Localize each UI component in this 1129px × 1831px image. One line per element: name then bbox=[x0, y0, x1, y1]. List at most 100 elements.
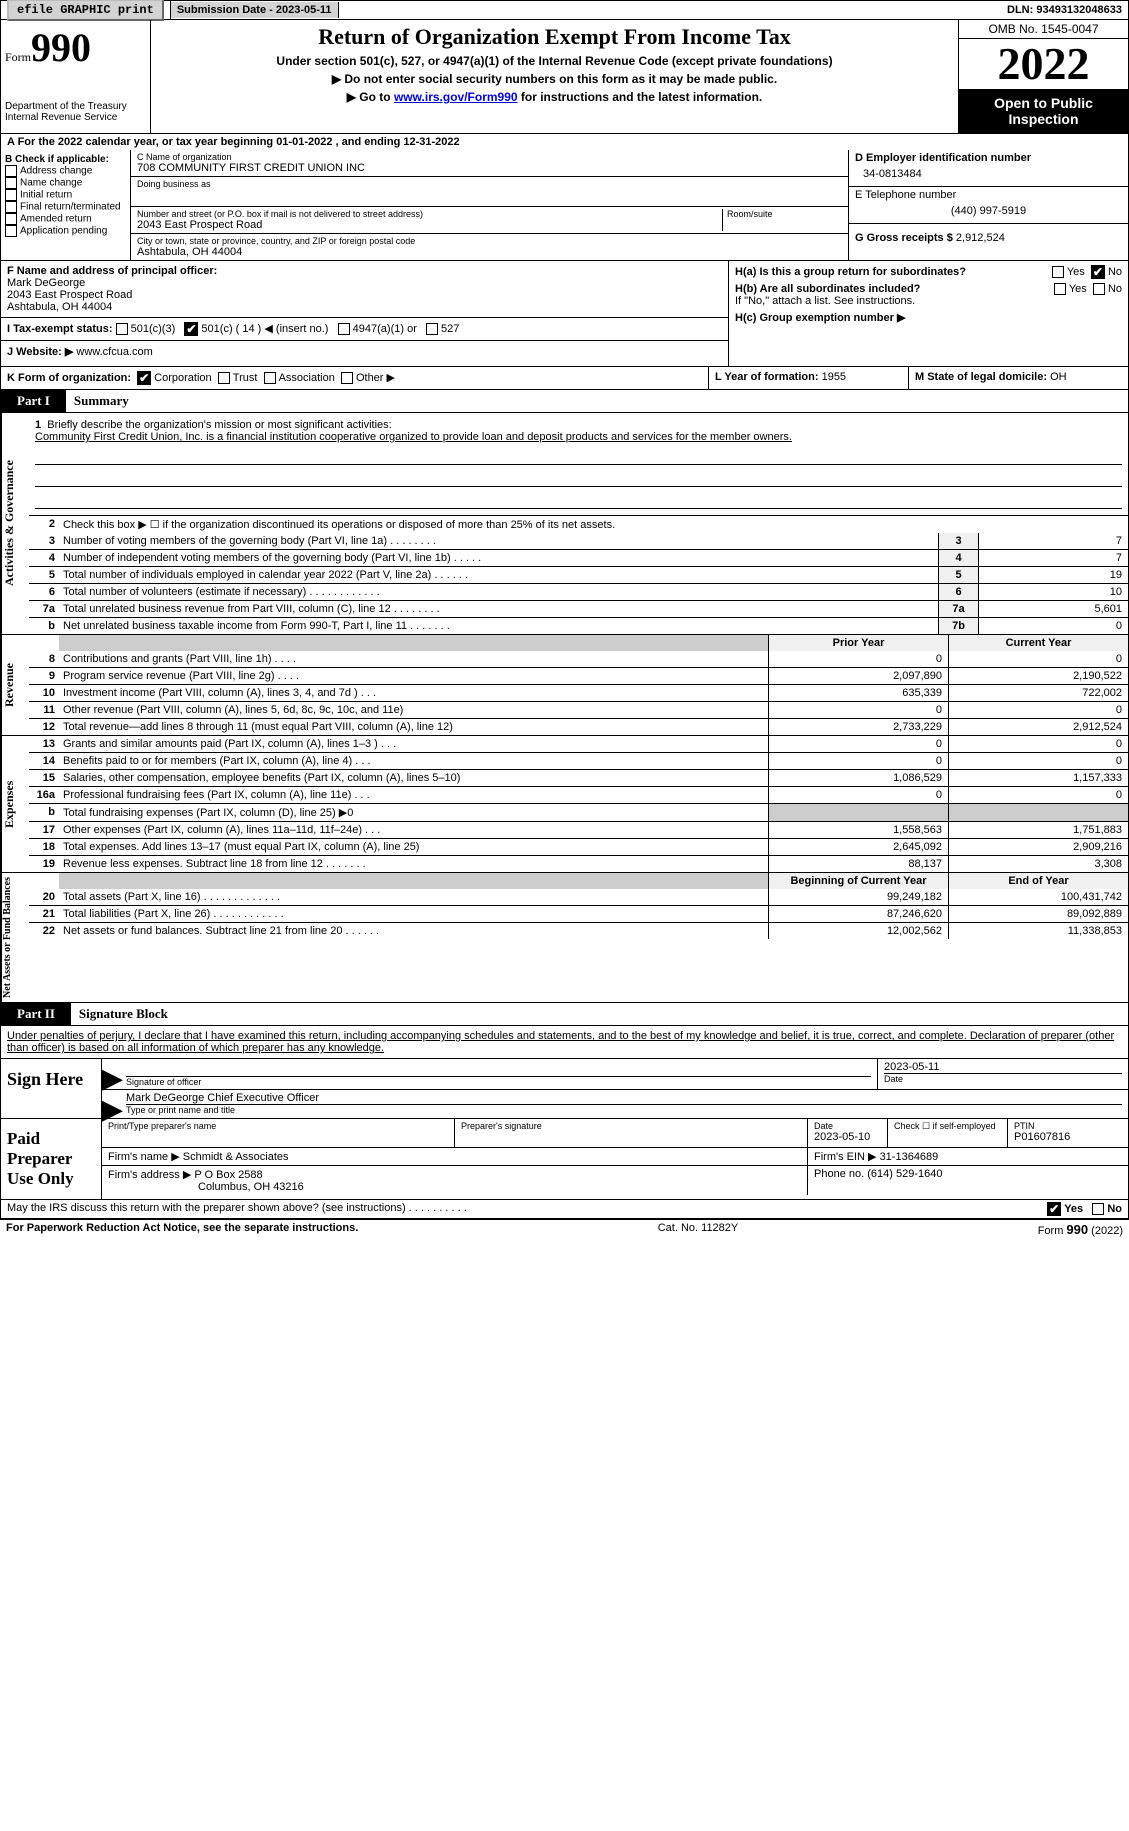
city-label: City or town, state or province, country… bbox=[137, 236, 842, 246]
summary-governance: Activities & Governance 1 Briefly descri… bbox=[0, 413, 1129, 635]
sig-type-label: Type or print name and title bbox=[126, 1105, 1122, 1115]
summary-row: 9Program service revenue (Part VIII, lin… bbox=[29, 667, 1128, 684]
summary-row: 3Number of voting members of the governi… bbox=[29, 533, 1128, 549]
sig-officer-label: Signature of officer bbox=[126, 1077, 871, 1087]
name-label: C Name of organization bbox=[137, 152, 842, 162]
f-addr1: 2043 East Prospect Road bbox=[7, 289, 722, 301]
sign-here-label: Sign Here bbox=[1, 1059, 101, 1118]
summary-row: 7aTotal unrelated business revenue from … bbox=[29, 600, 1128, 617]
city: Ashtabula, OH 44004 bbox=[137, 246, 842, 258]
vert-revenue: Revenue bbox=[1, 635, 29, 735]
efile-button[interactable]: efile GRAPHIC print bbox=[7, 0, 164, 21]
check-4947[interactable] bbox=[338, 323, 350, 335]
vert-expenses: Expenses bbox=[1, 736, 29, 872]
section-fj: F Name and address of principal officer:… bbox=[0, 261, 1129, 367]
irs-link[interactable]: www.irs.gov/Form990 bbox=[394, 90, 518, 104]
hb-no[interactable] bbox=[1093, 283, 1105, 295]
dept-treasury: Department of the Treasury bbox=[5, 101, 146, 112]
may-no[interactable] bbox=[1092, 1203, 1104, 1215]
summary-row: 12Total revenue—add lines 8 through 11 (… bbox=[29, 718, 1128, 735]
k-assoc[interactable] bbox=[264, 372, 276, 384]
ptin: P01607816 bbox=[1014, 1131, 1122, 1143]
vert-netassets: Net Assets or Fund Balances bbox=[1, 873, 29, 1002]
firm-ein: 31-1364689 bbox=[880, 1151, 939, 1163]
part1-header: Part I Summary bbox=[0, 390, 1129, 413]
form-header: Form990 Department of the Treasury Inter… bbox=[0, 20, 1129, 134]
firm-addr-label: Firm's address ▶ bbox=[108, 1169, 191, 1181]
line1-text: Briefly describe the organization's miss… bbox=[47, 419, 391, 431]
tax-year: 2022 bbox=[959, 39, 1128, 89]
sign-here-block: Sign Here ▶ Signature of officer 2023-05… bbox=[0, 1059, 1129, 1119]
summary-row: 17Other expenses (Part IX, column (A), l… bbox=[29, 821, 1128, 838]
firm-addr1: P O Box 2588 bbox=[194, 1169, 262, 1181]
i-label: I Tax-exempt status: bbox=[7, 323, 113, 335]
prep-date-label: Date bbox=[814, 1121, 881, 1131]
col-b-title: B Check if applicable: bbox=[5, 154, 126, 165]
k-other[interactable] bbox=[341, 372, 353, 384]
check-item[interactable]: Name change bbox=[5, 177, 126, 189]
check-527[interactable] bbox=[426, 323, 438, 335]
summary-row: 14Benefits paid to or for members (Part … bbox=[29, 752, 1128, 769]
form-number: 990 bbox=[31, 25, 91, 70]
m-label: M State of legal domicile: bbox=[915, 371, 1047, 383]
ein-label: D Employer identification number bbox=[855, 152, 1122, 164]
check-item[interactable]: Address change bbox=[5, 165, 126, 177]
line1-num: 1 bbox=[35, 419, 41, 431]
k-corp[interactable]: ✔ bbox=[137, 371, 151, 385]
irs-label: Internal Revenue Service bbox=[5, 112, 146, 123]
summary-row: 13Grants and similar amounts paid (Part … bbox=[29, 736, 1128, 752]
summary-row: bNet unrelated business taxable income f… bbox=[29, 617, 1128, 634]
k-trust[interactable] bbox=[218, 372, 230, 384]
check-item[interactable]: Application pending bbox=[5, 225, 126, 237]
hb-yes[interactable] bbox=[1054, 283, 1066, 295]
phone-label: E Telephone number bbox=[855, 189, 1122, 201]
summary-row: 21Total liabilities (Part X, line 26) . … bbox=[29, 905, 1128, 922]
summary-revenue: Revenue Prior Year Current Year 8Contrib… bbox=[0, 635, 1129, 736]
ha-no[interactable]: ✔ bbox=[1091, 265, 1105, 279]
may-irs: May the IRS discuss this return with the… bbox=[7, 1202, 467, 1216]
cat-no: Cat. No. 11282Y bbox=[658, 1222, 739, 1237]
check-item[interactable]: Initial return bbox=[5, 189, 126, 201]
ha-label: H(a) Is this a group return for subordin… bbox=[735, 266, 966, 278]
part2-title: Signature Block bbox=[71, 1003, 1128, 1025]
row-klm: K Form of organization: ✔Corporation Tru… bbox=[0, 367, 1129, 390]
ha-yes[interactable] bbox=[1052, 266, 1064, 278]
submission-date: Submission Date - 2023-05-11 bbox=[171, 2, 339, 18]
part2-tab: Part II bbox=[1, 1003, 71, 1025]
summary-row: 20Total assets (Part X, line 16) . . . .… bbox=[29, 889, 1128, 905]
part2-header: Part II Signature Block bbox=[0, 1003, 1129, 1026]
line2: Check this box ▶ ☐ if the organization d… bbox=[59, 516, 1128, 533]
summary-row: 5Total number of individuals employed in… bbox=[29, 566, 1128, 583]
part1-title: Summary bbox=[66, 390, 1128, 412]
paperwork: For Paperwork Reduction Act Notice, see … bbox=[6, 1222, 358, 1237]
blank-line bbox=[35, 449, 1122, 465]
dba-label: Doing business as bbox=[137, 179, 842, 189]
f-name: Mark DeGeorge bbox=[7, 277, 722, 289]
prep-date: 2023-05-10 bbox=[814, 1131, 881, 1143]
m-val: OH bbox=[1050, 371, 1067, 383]
may-yes[interactable]: ✔ bbox=[1047, 1202, 1061, 1216]
gross-receipts: 2,912,524 bbox=[956, 232, 1005, 244]
summary-row: 16aProfessional fundraising fees (Part I… bbox=[29, 786, 1128, 803]
check-501c3[interactable] bbox=[116, 323, 128, 335]
j-label: J Website: ▶ bbox=[7, 346, 73, 358]
arrow-icon: ▶ bbox=[102, 1090, 120, 1118]
f-label: F Name and address of principal officer: bbox=[7, 265, 722, 277]
check-item[interactable]: Amended return bbox=[5, 213, 126, 225]
may-irs-row: May the IRS discuss this return with the… bbox=[0, 1200, 1129, 1220]
col-prior: Prior Year bbox=[768, 635, 948, 651]
check-501c[interactable]: ✔ bbox=[184, 322, 198, 336]
form-foot: Form 990 (2022) bbox=[1038, 1222, 1123, 1237]
firm-name: Schmidt & Associates bbox=[183, 1151, 289, 1163]
firm-addr2: Columbus, OH 43216 bbox=[108, 1181, 801, 1193]
sig-date: 2023-05-11 bbox=[884, 1061, 1122, 1074]
check-item[interactable]: Final return/terminated bbox=[5, 201, 126, 213]
row-a-tax-year: A For the 2022 calendar year, or tax yea… bbox=[0, 134, 1129, 150]
mission-text: Community First Credit Union, Inc. is a … bbox=[35, 431, 792, 443]
form-word: Form bbox=[5, 50, 31, 64]
street: 2043 East Prospect Road bbox=[137, 219, 722, 231]
room-label: Room/suite bbox=[727, 209, 842, 219]
prep-name-label: Print/Type preparer's name bbox=[108, 1121, 448, 1131]
form-subtitle: Under section 501(c), 527, or 4947(a)(1)… bbox=[155, 54, 954, 68]
summary-row: 8Contributions and grants (Part VIII, li… bbox=[29, 651, 1128, 667]
